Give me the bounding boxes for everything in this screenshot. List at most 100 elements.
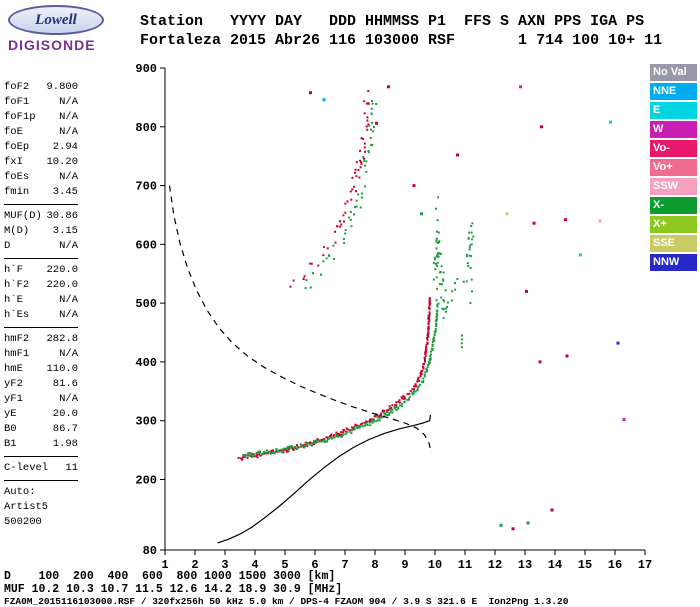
echo-dot bbox=[362, 156, 365, 159]
echo-dot bbox=[359, 423, 362, 426]
echo-dot bbox=[393, 406, 396, 409]
echo-dot bbox=[441, 283, 443, 286]
echo-dot bbox=[468, 246, 471, 249]
echo-dot bbox=[288, 447, 291, 450]
param-value: N/A bbox=[59, 111, 78, 123]
echo-dot bbox=[429, 359, 432, 362]
echo-dot bbox=[237, 456, 240, 459]
echo-dot bbox=[268, 450, 271, 453]
echo-direction-legend: No Val NNE E W Vo- Vo+ SSW X- X+ SSE NNW bbox=[650, 64, 697, 273]
echo-dot bbox=[347, 428, 349, 431]
echo-dot bbox=[285, 448, 288, 451]
echo-dot bbox=[388, 412, 391, 414]
param-value: 220.0 bbox=[46, 279, 78, 291]
echo-dot bbox=[322, 260, 325, 263]
echo-dot bbox=[467, 265, 470, 268]
echo-dot bbox=[346, 200, 349, 203]
echo-dot bbox=[435, 207, 438, 210]
echo-dot bbox=[429, 303, 432, 305]
x-tick-label: 17 bbox=[638, 558, 652, 572]
echo-dot bbox=[351, 426, 353, 429]
param-value: 86.7 bbox=[52, 423, 78, 435]
legend-item-vo+: Vo+ bbox=[650, 159, 697, 176]
echo-dot bbox=[436, 261, 439, 264]
echo-dot bbox=[446, 301, 449, 304]
echo-dot bbox=[359, 206, 362, 209]
echo-dot bbox=[259, 454, 262, 457]
echo-dot bbox=[424, 371, 427, 374]
echo-dot bbox=[375, 103, 378, 105]
echo-dot bbox=[380, 412, 383, 415]
param-row-md: M(D) 3.15 bbox=[4, 224, 78, 239]
echo-dot bbox=[431, 345, 434, 347]
echo-dot bbox=[470, 255, 472, 258]
echo-dot bbox=[345, 427, 348, 430]
echo-dot bbox=[353, 427, 356, 430]
echo-dot bbox=[290, 445, 293, 448]
param-value: 2.94 bbox=[52, 141, 78, 153]
echo-dot bbox=[397, 407, 400, 410]
echo-dot bbox=[439, 282, 441, 285]
echo-dot bbox=[394, 404, 397, 407]
param-label: yE bbox=[4, 408, 17, 420]
echo-dot bbox=[421, 365, 424, 368]
echo-dot bbox=[462, 280, 465, 283]
echo-dot bbox=[375, 121, 378, 125]
echo-dot bbox=[428, 319, 431, 322]
echo-dot bbox=[333, 434, 335, 437]
echo-dot bbox=[565, 354, 569, 358]
echo-dot bbox=[436, 305, 439, 308]
echo-dot bbox=[395, 404, 398, 407]
echo-dot bbox=[366, 420, 369, 423]
echo-dot bbox=[438, 252, 441, 255]
echo-dot bbox=[357, 425, 360, 428]
param-row-d: D N/A bbox=[4, 239, 78, 254]
logo-lowell-text: Lowell bbox=[35, 11, 77, 28]
echo-dot bbox=[255, 451, 258, 454]
echo-dot bbox=[328, 254, 331, 257]
echo-dot bbox=[337, 435, 340, 438]
echo-dot bbox=[246, 456, 249, 459]
echo-dot bbox=[339, 435, 342, 438]
echo-dot bbox=[386, 411, 388, 414]
echo-dot bbox=[465, 280, 468, 283]
param-value: 1.98 bbox=[52, 438, 78, 450]
param-value: 3.45 bbox=[52, 186, 78, 198]
echo-dot bbox=[407, 398, 410, 401]
echo-dot bbox=[322, 254, 325, 257]
echo-dot bbox=[398, 404, 401, 407]
echo-dot bbox=[437, 255, 440, 258]
echo-dot bbox=[416, 386, 419, 389]
echo-dot bbox=[411, 391, 414, 394]
echo-dot bbox=[437, 231, 440, 234]
echo-dot bbox=[427, 318, 430, 321]
echo-dot bbox=[468, 231, 471, 234]
echo-dot bbox=[415, 384, 417, 387]
x-tick-label: 5 bbox=[281, 558, 288, 572]
echo-dot bbox=[269, 451, 272, 454]
echo-dot bbox=[609, 120, 612, 124]
echo-dot bbox=[466, 253, 469, 256]
echo-dot bbox=[408, 397, 410, 400]
echo-dot bbox=[314, 439, 317, 442]
echo-dot bbox=[442, 317, 445, 320]
echo-dot bbox=[363, 159, 366, 162]
y-tick-label: 80 bbox=[143, 544, 157, 558]
legend-item-e: E bbox=[650, 102, 697, 119]
param-label: MUF(D) bbox=[4, 210, 42, 222]
echo-dot bbox=[252, 455, 255, 458]
legend-item-nne: NNE bbox=[650, 83, 697, 100]
echo-dot bbox=[384, 413, 387, 416]
echo-dot bbox=[433, 339, 436, 342]
param-row-fmin: fmin 3.45 bbox=[4, 185, 78, 200]
echo-dot bbox=[435, 322, 438, 325]
echo-dot bbox=[373, 420, 376, 423]
echo-dot bbox=[387, 85, 390, 89]
echo-dot bbox=[416, 388, 419, 391]
echo-dot bbox=[370, 144, 372, 147]
distance-row: D 100 200 400 600 800 1000 1500 3000 [km… bbox=[4, 570, 336, 583]
echo-dot bbox=[339, 220, 342, 223]
echo-dot bbox=[402, 394, 405, 397]
x-tick-label: 13 bbox=[518, 558, 532, 572]
param-row-hme: hmE 110.0 bbox=[4, 362, 78, 377]
